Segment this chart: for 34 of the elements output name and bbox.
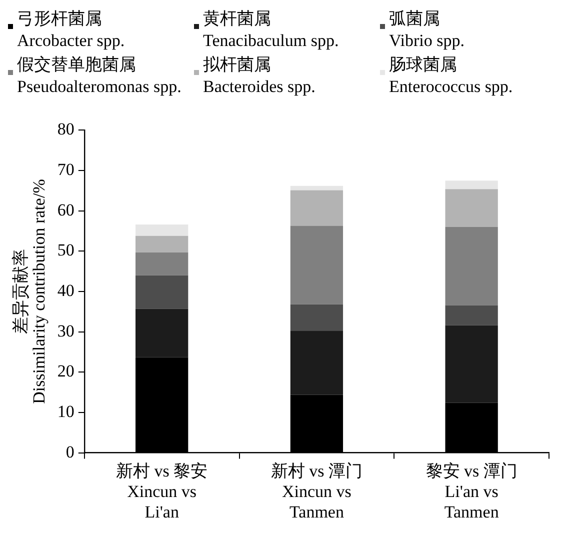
legend-label: 弓形杆菌属 Arcobacter spp. (17, 8, 125, 52)
legend-label: 拟杆菌属 Bacteroides spp. (203, 54, 316, 98)
bar (445, 180, 498, 190)
bar (445, 325, 498, 403)
bar (290, 330, 344, 395)
y-tick-label: 20 (57, 362, 74, 381)
x-tick-label: 新村 vs 潭门 Xincun vs Tanmen (270, 461, 363, 522)
y-tick-label: 70 (57, 160, 74, 179)
bar (136, 224, 188, 236)
bar (136, 236, 188, 252)
bar (445, 305, 498, 326)
x-tick-label: 新村 vs 黎安 Xincun vs Li'an (116, 461, 208, 522)
y-tick-label: 60 (57, 200, 74, 220)
x-tick-label: 黎安 vs 潭门 Li'an vs Tanmen (426, 461, 518, 522)
y-tick-label: 40 (57, 280, 74, 300)
y-axis-title: 差异贡献率 Dissimilarity contribution rate/% (10, 179, 49, 404)
bar (136, 275, 188, 309)
y-tick-label: 10 (57, 402, 74, 421)
y-tick-label: 30 (57, 321, 74, 340)
y-tick-label: 50 (57, 240, 74, 260)
bar (290, 186, 344, 190)
legend-label: 黄杆菌属 Tenacibaculum spp. (203, 8, 339, 52)
bar (445, 189, 498, 227)
y-tick-label: 0 (66, 442, 74, 462)
legend-label: 假交替单胞菌属 Pseudoalteromonas spp. (17, 54, 182, 98)
y-tick-label: 80 (57, 120, 74, 139)
bar (136, 308, 188, 358)
legend-label: 肠球菌属 Enterococcus spp. (389, 54, 513, 98)
bar (290, 304, 344, 331)
legend-label: 弧菌属 Vibrio spp. (389, 8, 464, 52)
bar (290, 190, 344, 226)
bar (290, 226, 344, 304)
bar (445, 226, 498, 306)
bar (136, 252, 188, 276)
